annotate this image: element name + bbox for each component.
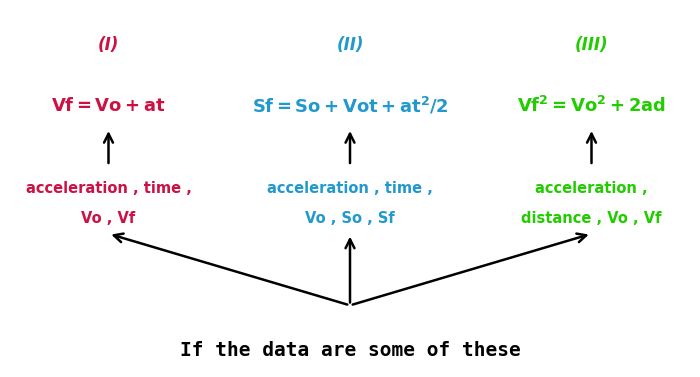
Text: acceleration , time ,: acceleration , time , (267, 181, 433, 196)
Text: Vo , So , Sf: Vo , So , Sf (305, 211, 395, 226)
Text: $\mathbf{Sf = So + Vot + at^2/2}$: $\mathbf{Sf = So + Vot + at^2/2}$ (252, 95, 448, 116)
Text: (II): (II) (336, 36, 364, 54)
Text: acceleration ,: acceleration , (536, 181, 648, 196)
Text: $\mathbf{Vf = Vo + at}$: $\mathbf{Vf = Vo + at}$ (51, 97, 166, 115)
Text: $\mathbf{Vf^2 = Vo^2 + 2ad}$: $\mathbf{Vf^2 = Vo^2 + 2ad}$ (517, 95, 666, 116)
Text: distance , Vo , Vf: distance , Vo , Vf (522, 211, 662, 226)
Text: (III): (III) (575, 36, 608, 54)
Text: If the data are some of these: If the data are some of these (180, 341, 520, 360)
Text: acceleration , time ,: acceleration , time , (26, 181, 191, 196)
Text: Vo , Vf: Vo , Vf (81, 211, 136, 226)
Text: (I): (I) (98, 36, 119, 54)
